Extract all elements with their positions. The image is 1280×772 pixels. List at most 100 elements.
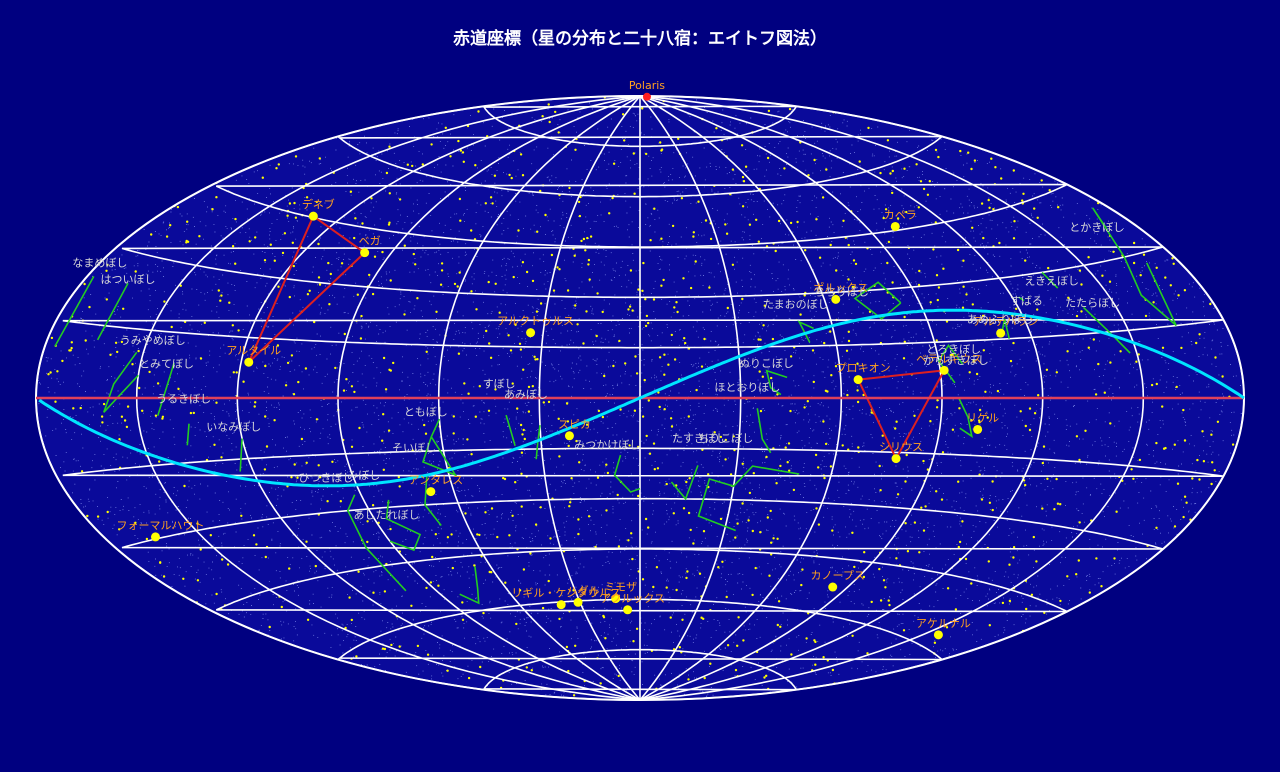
bright-star-label: ハダル xyxy=(567,583,600,597)
bright-star-label: リギル・ケンタウルス xyxy=(511,587,621,600)
mansion-label: ほとおりぼし xyxy=(714,381,780,394)
bright-star-label: アクルックス xyxy=(600,592,665,605)
star-dots xyxy=(150,92,1006,640)
bright-star-dot xyxy=(828,582,838,592)
bright-star-dot xyxy=(831,294,841,304)
ecliptic-layer xyxy=(36,308,1245,488)
mansion-label: たたらぼし xyxy=(1065,296,1120,309)
mansion-label: なまめぼし xyxy=(72,256,127,269)
mansion-label: ひつきぼし xyxy=(299,471,354,484)
bright-star-label: ミモザ xyxy=(604,581,637,594)
bright-star-label: アルクトゥルス xyxy=(497,315,574,328)
bright-star-dot xyxy=(891,454,901,464)
bright-star-label: アルタイル xyxy=(226,344,281,357)
mansion-label: あしたれぼし xyxy=(353,509,419,522)
mansion-label: あめふりぼし xyxy=(967,313,1033,326)
mansion-figure xyxy=(1018,296,1025,302)
mansion-figure xyxy=(697,465,800,532)
mansion-label: えきえぼし xyxy=(1024,274,1079,287)
mansion-figure xyxy=(422,418,458,477)
mansion-figure xyxy=(54,276,95,347)
bright-star-dot xyxy=(526,328,536,338)
map-title: 赤道座標（星の分布と二十八宿：エイトフ図法） xyxy=(453,29,827,49)
coordinate-grid xyxy=(35,95,1245,701)
mansion-figure xyxy=(346,494,407,592)
mansion-label: みつかけぼし xyxy=(574,438,640,451)
bright-star-dot xyxy=(853,375,863,385)
mansion-label: ちちりぼし xyxy=(814,286,869,299)
mansion-figure xyxy=(756,408,772,454)
mansion-label: ぬりこぼし xyxy=(739,357,794,370)
bright-star-label: カペラ xyxy=(884,208,917,221)
mansion-label: うるきぼし xyxy=(156,392,211,405)
mansion-label: みぼし xyxy=(347,469,380,482)
mansion-figure xyxy=(958,397,973,438)
bright-star-dot xyxy=(308,211,318,221)
bright-star-dot xyxy=(244,357,254,367)
bright-star-dot xyxy=(150,532,160,542)
mansion-label: とろきぼし xyxy=(926,343,981,356)
bright-star-dot xyxy=(573,597,583,607)
mansion-figure xyxy=(424,475,442,526)
bright-star-label: ベガ xyxy=(359,235,381,248)
mansion-label: からすきぼし xyxy=(923,354,989,367)
bright-star-dot xyxy=(360,248,370,258)
mansion-label: ともぼし xyxy=(404,406,448,419)
mansion-label: いなみぼし xyxy=(206,421,261,434)
mansion-label: あみぼし xyxy=(504,388,548,401)
mansion-figure xyxy=(1092,207,1177,327)
bright-star-dot xyxy=(564,431,574,441)
bright-star-label: アルデバラン xyxy=(973,314,1039,328)
mansion-label: はついぼし xyxy=(101,273,156,286)
mansion-label: たすきぼし xyxy=(672,432,727,445)
bright-star-dot xyxy=(611,594,621,604)
mansion-figure xyxy=(157,362,175,416)
mansion-figure xyxy=(1082,306,1131,354)
bright-star-label: ポルックス xyxy=(813,281,868,294)
bright-star-label: フォーマルハウト xyxy=(116,519,204,532)
bright-star-dot xyxy=(426,487,436,497)
bright-star-label: スピカ xyxy=(558,418,591,431)
mansion-figure xyxy=(765,369,788,396)
bright-star-label: ベテルギウス xyxy=(916,352,982,365)
bright-star-label: シリウス xyxy=(879,441,923,454)
bright-star-dot xyxy=(556,600,566,610)
mansion-figure xyxy=(96,282,129,341)
bright-star-dot xyxy=(996,328,1006,338)
bright-star-label: アンタレス xyxy=(409,474,464,487)
mansion-figure xyxy=(186,423,190,446)
mansion-figure xyxy=(1041,271,1059,289)
mansion-figure xyxy=(239,438,243,472)
mansion-label: そいぼし xyxy=(392,441,436,454)
bright-star-label: カノープス xyxy=(811,569,865,582)
mansion-label: とかきぼし xyxy=(1069,221,1124,234)
mansion-figure xyxy=(613,454,641,493)
mansion-figure xyxy=(505,414,516,447)
bright-star-label: アケルナル xyxy=(916,617,971,630)
ecliptic-line xyxy=(38,308,1245,488)
bright-star-label: デネブ xyxy=(302,197,335,211)
mansion-figure xyxy=(459,566,480,605)
bright-star-dot xyxy=(933,630,943,640)
asterism-triangle xyxy=(247,214,366,363)
mansion-figure xyxy=(670,465,699,501)
mansion-label: とみてぼし xyxy=(139,357,194,370)
faint-star-field xyxy=(37,96,1244,700)
bright-star-dot xyxy=(939,365,949,375)
bright-star-dot xyxy=(973,424,983,434)
mansion-label: すぼし xyxy=(483,378,516,391)
mansion-label: すばる xyxy=(1010,295,1043,308)
mansion-label: うみやめぼし xyxy=(120,334,186,347)
bright-star-dot xyxy=(890,221,900,231)
bright-star-label: プロキオン xyxy=(836,362,891,375)
mansion-label: ちりこぼし xyxy=(698,432,753,445)
mansion-label: たまおのぼし xyxy=(763,298,829,311)
bright-star-dot xyxy=(623,605,633,615)
bright-star-label: リゲル xyxy=(966,411,999,424)
mansion-figure xyxy=(797,320,814,343)
polaris-dot xyxy=(642,92,651,101)
mansion-figure xyxy=(385,499,422,552)
